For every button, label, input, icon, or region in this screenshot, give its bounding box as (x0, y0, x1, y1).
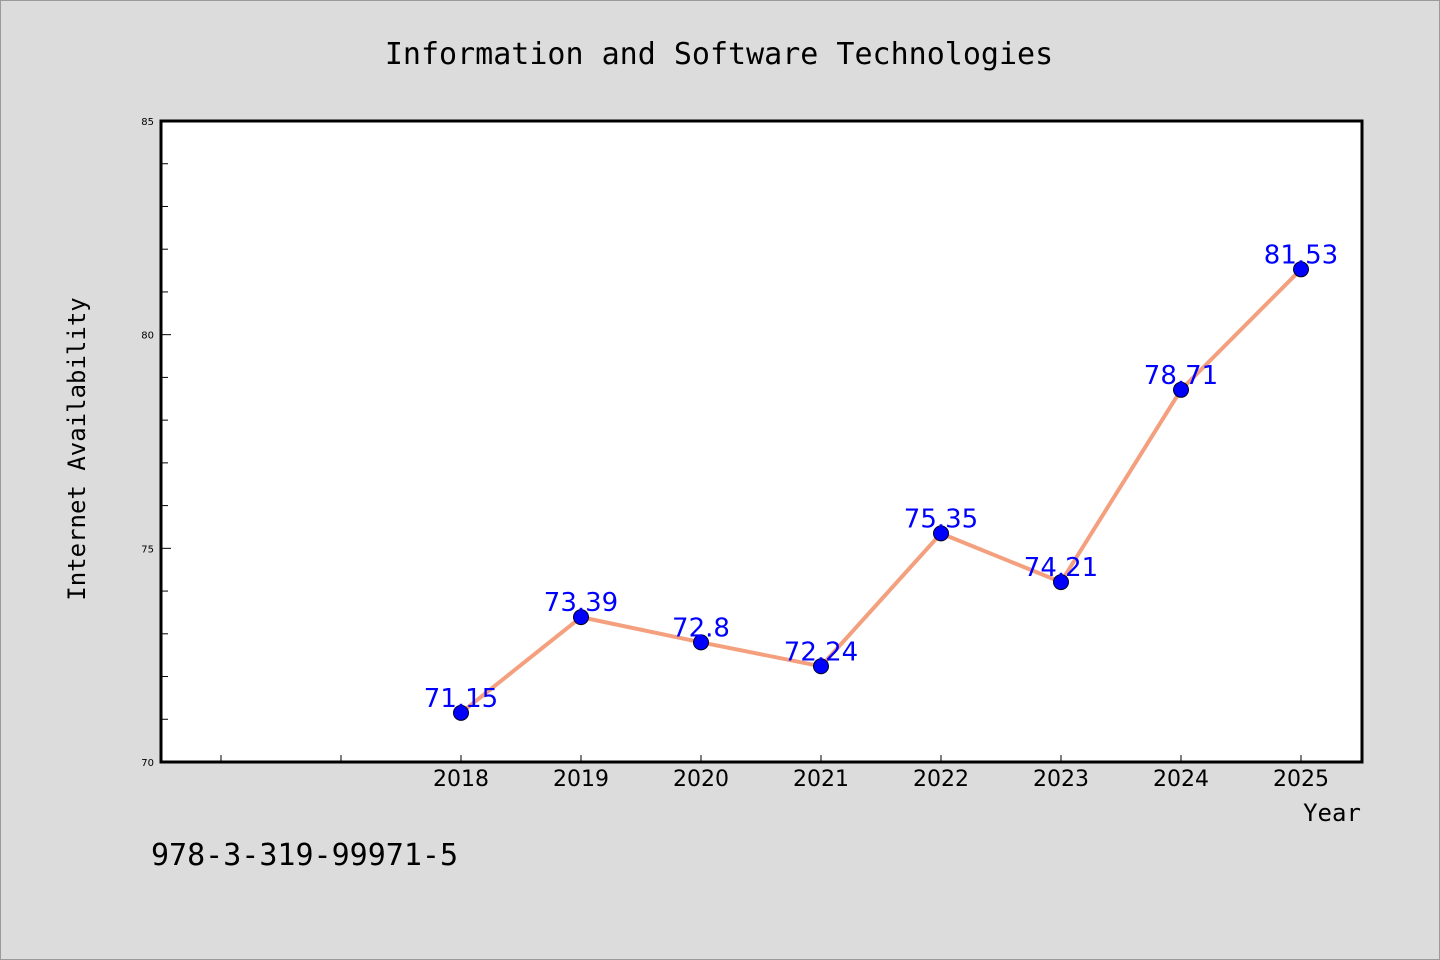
footer-isbn: 978-3-319-99971-5 (151, 838, 458, 873)
chart-title: Information and Software Technologies (385, 37, 1053, 72)
x-tick-label: 2022 (913, 767, 969, 792)
data-label: 71.15 (424, 684, 498, 714)
series-line (459, 267, 1303, 715)
data-label: 73.39 (544, 588, 618, 618)
x-tick-label: 2024 (1153, 767, 1209, 792)
x-tick-label: 2020 (673, 767, 729, 792)
data-point (693, 634, 709, 651)
x-axis-ticks: 2018 2019 2020 2021 2022 2023 2024 2025 (220, 755, 1329, 792)
y-tick-label: 85 (141, 117, 154, 128)
x-axis-title: Year (1303, 799, 1361, 827)
data-label: 72.8 (672, 613, 730, 643)
data-labels: 71.15 73.39 72.8 72.24 75.35 74.21 78.71 81.53 (424, 240, 1338, 714)
data-point (453, 704, 469, 721)
plot-area (161, 121, 1362, 762)
x-tick-label: 2023 (1033, 767, 1089, 792)
data-point (1053, 574, 1069, 591)
y-axis-title: Internet Availability (63, 297, 91, 600)
y-axis-ticks: 70 75 80 85 (141, 117, 171, 769)
data-point (1173, 381, 1189, 398)
y-tick-label: 75 (141, 544, 154, 555)
data-point (573, 609, 589, 626)
y-tick-label: 80 (141, 331, 154, 342)
x-tick-label: 2021 (793, 767, 849, 792)
data-point (1293, 261, 1309, 278)
x-tick-label: 2018 (433, 767, 489, 792)
plot-frame (159, 119, 1364, 764)
data-point (933, 525, 949, 542)
data-label: 74.21 (1024, 553, 1098, 583)
x-tick-label: 2025 (1273, 767, 1329, 792)
data-label: 81.53 (1264, 240, 1338, 270)
data-label: 72.24 (784, 637, 858, 667)
x-tick-label: 2019 (553, 767, 609, 792)
data-point (813, 658, 829, 675)
y-tick-label: 70 (141, 758, 154, 769)
data-markers (453, 261, 1309, 721)
series-line-group (459, 267, 1303, 715)
data-label: 75.35 (904, 504, 978, 534)
data-label: 78.71 (1144, 361, 1218, 391)
